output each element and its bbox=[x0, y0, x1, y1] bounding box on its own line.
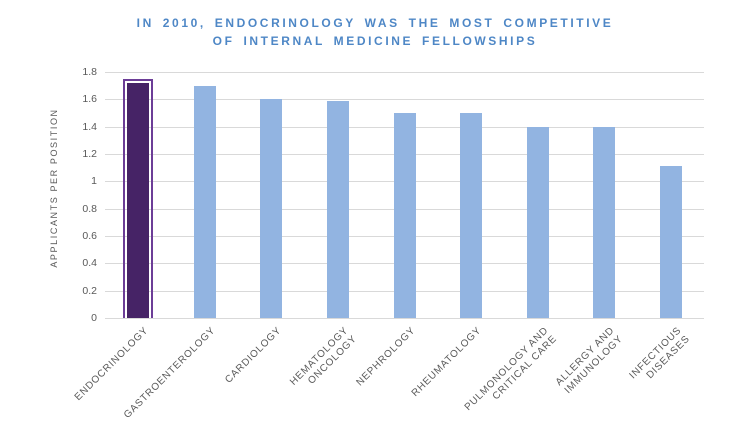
x-label-infectious-diseases: INFECTIOUS DISEASES bbox=[563, 325, 692, 448]
bar-pulmonology-and-critical-care bbox=[526, 126, 549, 318]
y-tick-label: 0 bbox=[91, 312, 97, 324]
x-label-line: HEMATOLOGY bbox=[288, 325, 351, 388]
y-tick-label: 0.2 bbox=[82, 284, 97, 297]
x-label-allergy-and-immunology: ALLERGY AND IMMUNOLOGY bbox=[496, 325, 625, 448]
bar-endocrinology bbox=[127, 82, 150, 318]
x-label-gastroenterology: GASTROENTEROLOGY bbox=[97, 325, 218, 446]
y-tick-label: 1.6 bbox=[82, 93, 97, 106]
y-tick-label: 0.4 bbox=[82, 257, 97, 270]
y-tick-label: 1.4 bbox=[82, 120, 97, 133]
y-tick-label: 1 bbox=[91, 175, 97, 188]
gridline-0 bbox=[105, 318, 704, 319]
bar-gastroenterology bbox=[193, 85, 216, 318]
chart-title-line1: IN 2010, ENDOCRINOLOGY WAS THE MOST COMP… bbox=[136, 16, 614, 30]
x-label-pulmonology-and-critical-care: PULMONOLOGY AND CRITICAL CARE bbox=[429, 325, 558, 448]
y-tick-label: 1.8 bbox=[82, 66, 97, 78]
gridline-1.6 bbox=[105, 99, 704, 101]
y-tick-label: 0.8 bbox=[82, 202, 97, 215]
bar-rheumatology bbox=[460, 113, 483, 318]
y-tick-label: 1.2 bbox=[82, 148, 97, 160]
chart-title-line2: OF INTERNAL MEDICINE FELLOWSHIPS bbox=[212, 34, 538, 48]
bar-nephrology bbox=[393, 113, 416, 318]
bar-infectious-diseases bbox=[659, 166, 682, 318]
x-label-endocrinology: ENDOCRINOLOGY bbox=[30, 325, 151, 446]
bar-highlight-outline bbox=[123, 78, 154, 318]
gridline-1.8 bbox=[105, 72, 704, 73]
chart-title: IN 2010, ENDOCRINOLOGY WAS THE MOST COMP… bbox=[0, 14, 750, 50]
bar-cardiology bbox=[260, 99, 283, 318]
bar-hematology-oncology bbox=[326, 100, 349, 318]
x-label-hematology-oncology: HEMATOLOGY ONCOLOGY bbox=[230, 325, 359, 448]
y-tick-label: 0.6 bbox=[82, 230, 97, 242]
x-label-line: ENDOCRINOLOGY bbox=[73, 325, 152, 404]
bar-allergy-and-immunology bbox=[593, 126, 616, 318]
x-label-line: GASTROENTEROLOGY bbox=[121, 325, 218, 421]
